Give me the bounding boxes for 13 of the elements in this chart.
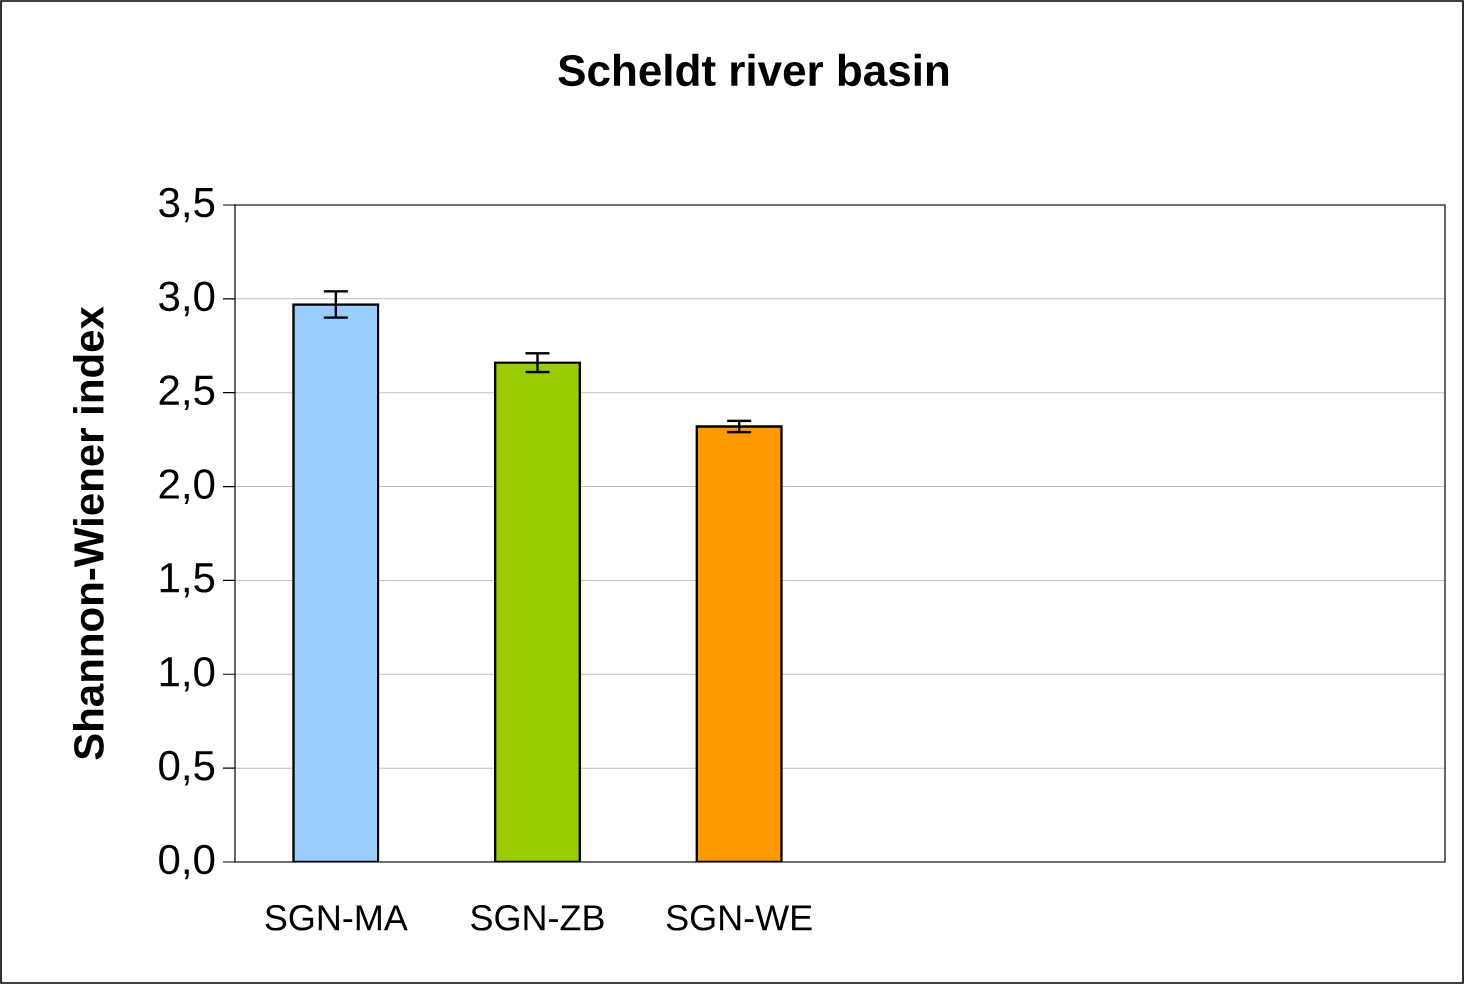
y-tick-label: 3,0: [159, 281, 215, 317]
y-tick-label: 2,0: [159, 469, 215, 504]
y-tick-label: 3,5: [159, 187, 215, 223]
y-tick-label: 0,0: [159, 844, 215, 880]
x-tick-label: SGN-MA: [265, 905, 408, 931]
chart-title: Scheldt river basin: [558, 53, 949, 87]
y-tick-label: 2,5: [159, 375, 215, 411]
y-tick-label: 1,0: [160, 656, 215, 692]
y-axis-title: Shannon-Wiener index: [72, 306, 104, 760]
x-tick-label: SGN-ZB: [471, 905, 604, 931]
x-tick-label: SGN-WE: [666, 905, 812, 931]
y-tick-label: 1,5: [160, 563, 215, 598]
y-tick-label: 0,5: [159, 750, 215, 786]
